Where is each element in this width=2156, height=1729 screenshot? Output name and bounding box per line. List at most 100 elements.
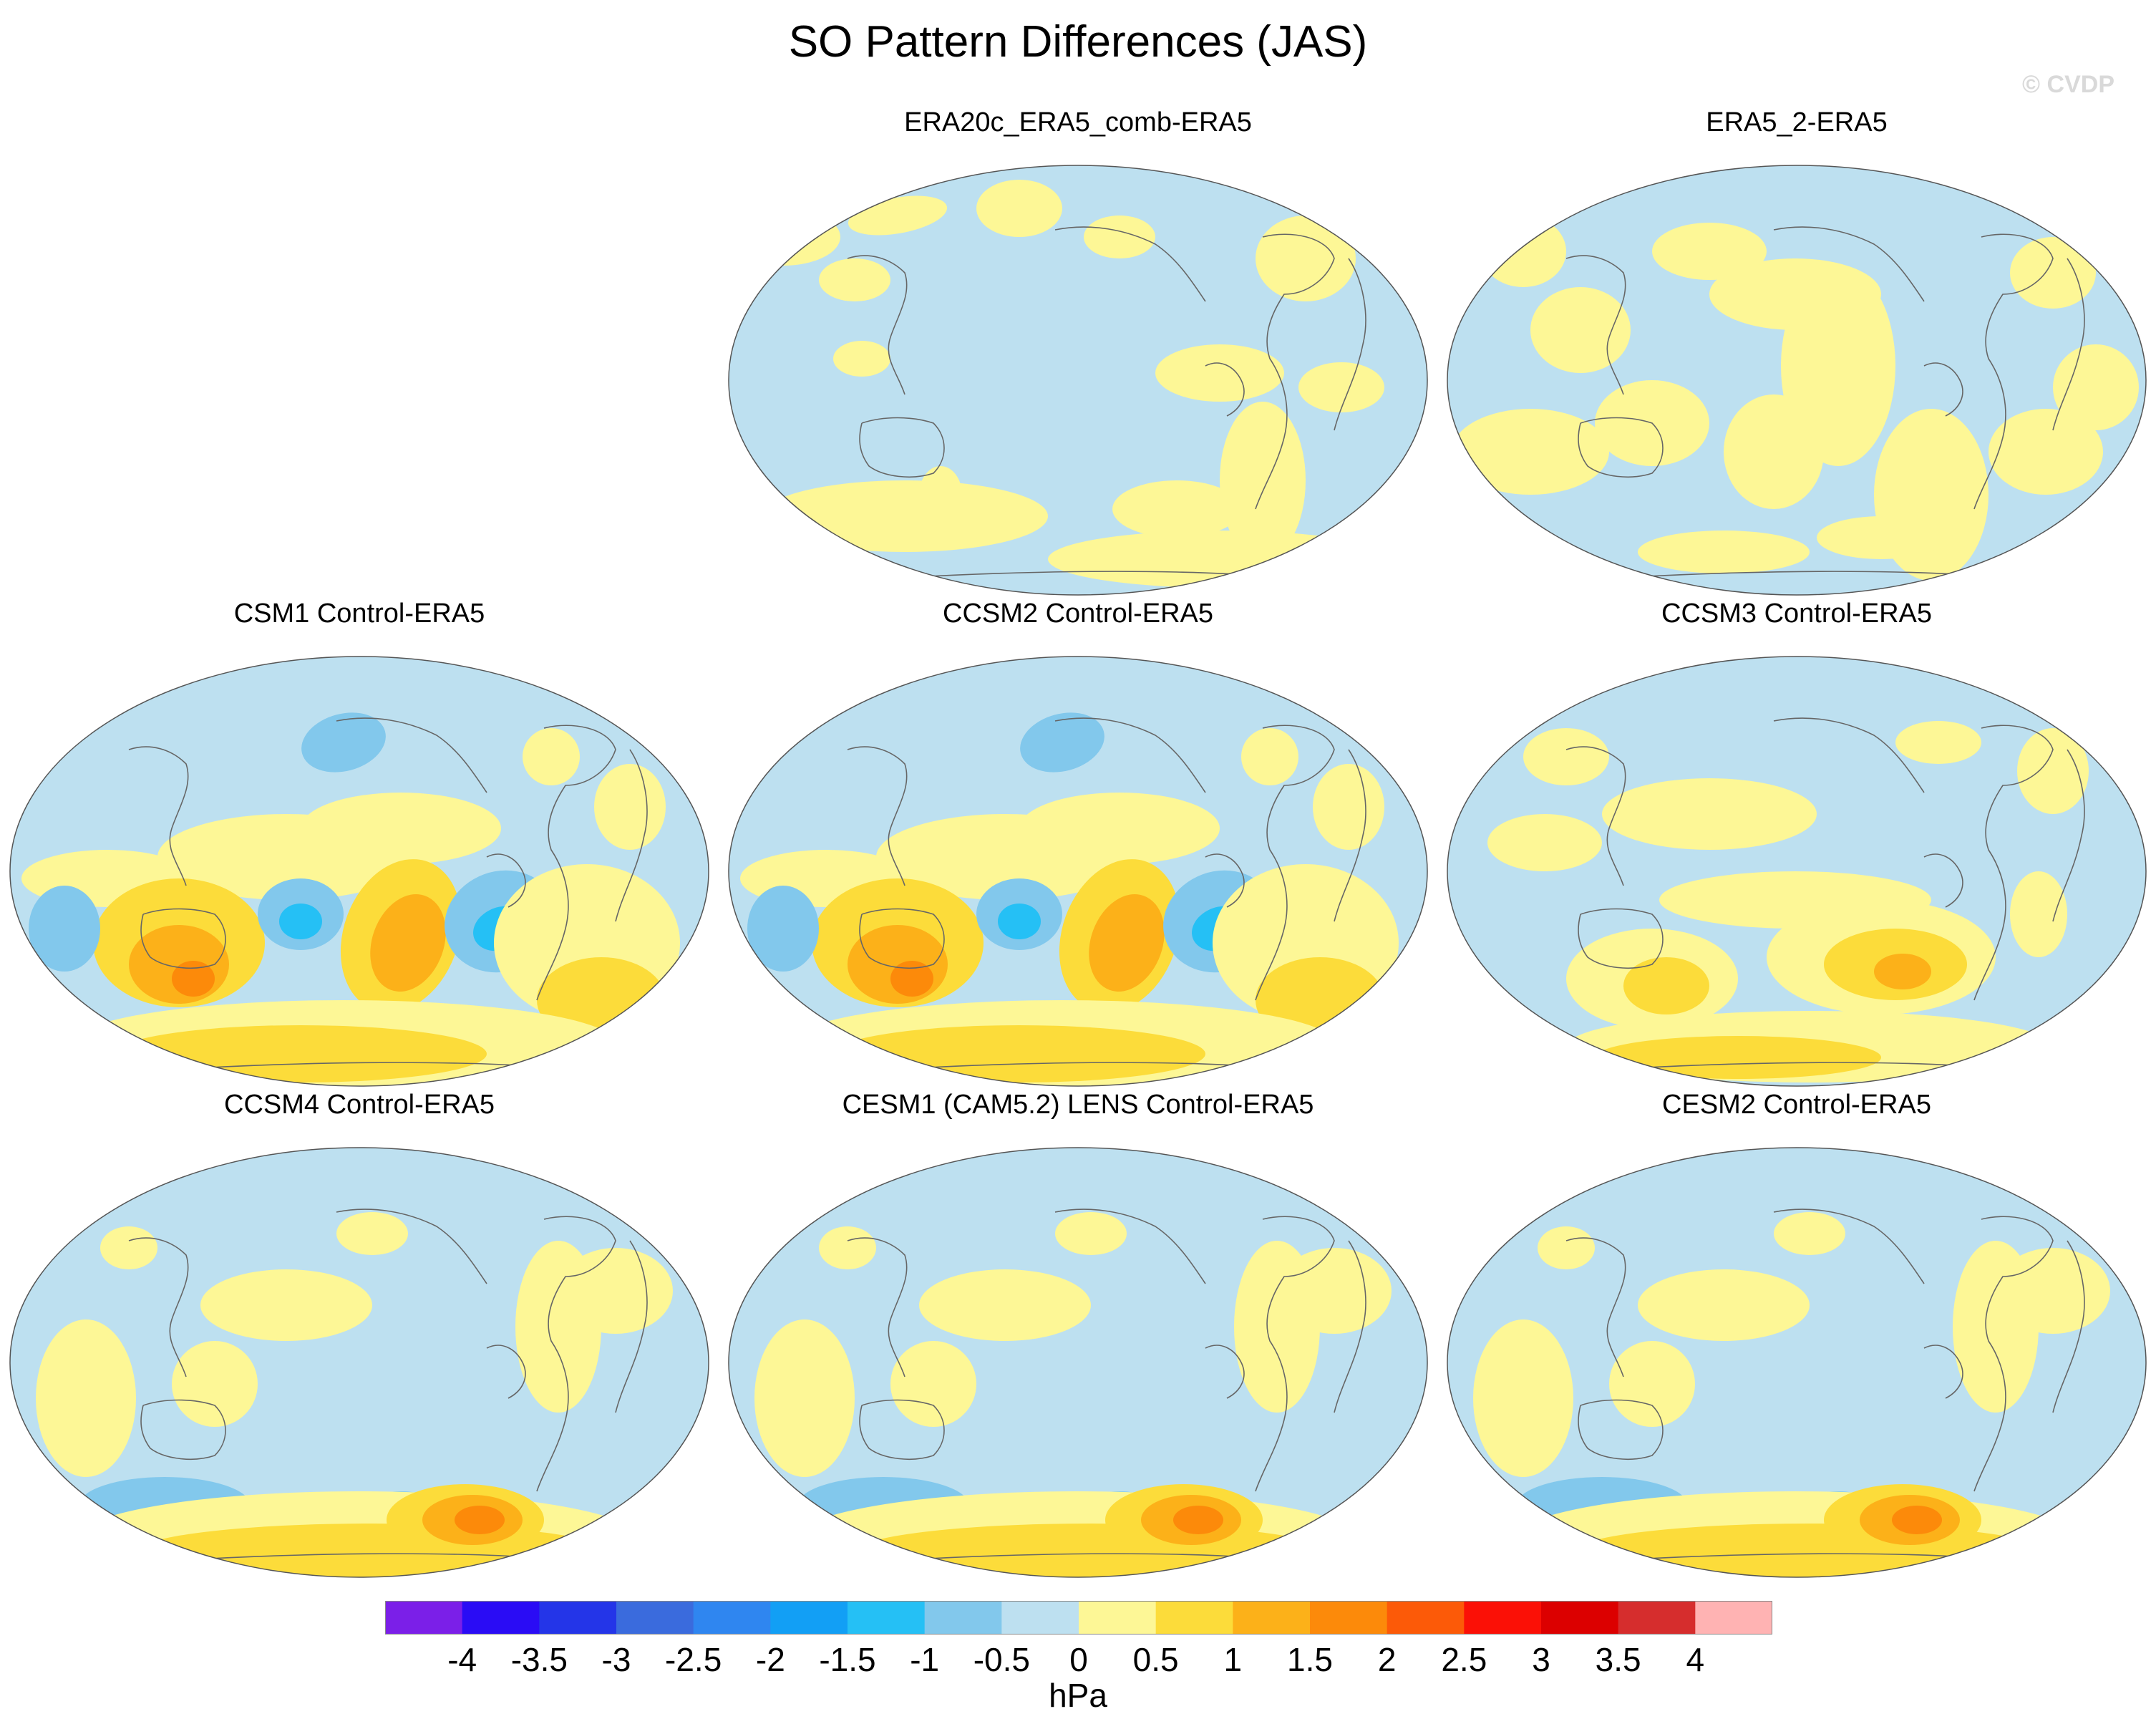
coastline — [615, 1240, 648, 1413]
panel-title: CSM1 Control-ERA5 — [233, 599, 485, 629]
colorbar-swatch — [1387, 1601, 1465, 1634]
panel-title: CCSM2 Control-ERA5 — [943, 599, 1213, 629]
map-border — [728, 1147, 1428, 1578]
coastline — [1054, 226, 1206, 302]
colorbar-unit: hPa — [1049, 1677, 1107, 1714]
colorbar-tick-label: 1.5 — [1287, 1641, 1333, 1678]
anomaly-contour — [279, 904, 322, 939]
coastline — [336, 717, 487, 793]
anomaly-contour — [1256, 215, 1356, 301]
colorbar-swatch — [1001, 1601, 1079, 1634]
colorbar-tick-label: -3 — [601, 1641, 631, 1678]
coastline — [536, 725, 616, 1001]
colorbar-tick-label: 3 — [1532, 1641, 1550, 1678]
map-border — [9, 1147, 709, 1578]
colorbar-tick-label: 3.5 — [1595, 1641, 1641, 1678]
coastline — [2052, 258, 2085, 431]
anomaly-contour — [115, 1025, 487, 1083]
anomaly-contour — [1652, 223, 1767, 280]
anomaly-contour — [1277, 1248, 1392, 1334]
colorbar-swatch — [1233, 1601, 1311, 1634]
anomaly-contour — [1817, 516, 1946, 559]
anomaly-contour — [1609, 1341, 1695, 1427]
world-map — [728, 656, 1428, 1087]
colorbar-swatch — [924, 1601, 1002, 1634]
coastline — [859, 1399, 945, 1460]
coastline — [140, 1399, 226, 1460]
world-map — [1447, 165, 2147, 596]
coastline — [1054, 717, 1206, 793]
anomaly-contour — [1220, 402, 1306, 559]
anomaly-contour — [762, 480, 1048, 552]
coastline — [615, 749, 648, 922]
anomaly-contour — [200, 1269, 372, 1341]
coastline — [1334, 258, 1366, 431]
colorbar-tick-label: 4 — [1686, 1641, 1705, 1678]
anomaly-contour — [1089, 894, 1165, 992]
map-border — [728, 656, 1428, 1087]
coastline — [1054, 1209, 1206, 1284]
anomaly-contour — [1019, 793, 1220, 864]
anomaly-contour — [1155, 344, 1284, 402]
anomaly-contour — [1020, 712, 1104, 773]
coastline — [1578, 908, 1664, 969]
anomaly-contour — [336, 1212, 408, 1255]
anomaly-contour — [1055, 1212, 1127, 1255]
anomaly-contour — [1774, 1212, 1845, 1255]
panel-title: CCSM4 Control-ERA5 — [224, 1090, 495, 1120]
anomaly-contour — [558, 1248, 673, 1334]
colorbar-swatch — [1695, 1601, 1772, 1634]
anomaly-contour — [1996, 1248, 2110, 1334]
anomaly-contour — [1112, 480, 1241, 538]
coastline — [486, 1345, 526, 1399]
coastline — [859, 417, 945, 478]
coastline — [1565, 1237, 1626, 1377]
anomaly-contour — [1530, 287, 1631, 373]
colorbar-tick-label: 2 — [1377, 1641, 1397, 1678]
colorbar-swatch — [1541, 1601, 1619, 1634]
anomaly-contour — [919, 466, 962, 523]
coastline — [336, 1209, 487, 1284]
anomaly-contour — [1724, 394, 1824, 509]
anomaly-contour — [1084, 215, 1155, 258]
colorbar-tick-label: -1 — [910, 1641, 940, 1678]
coastline — [1565, 746, 1626, 886]
coastline — [128, 746, 189, 886]
anomaly-contour — [1874, 954, 1931, 989]
colorbar-swatch — [693, 1601, 771, 1634]
coastline — [1255, 1216, 1335, 1492]
colorbar-swatch — [385, 1601, 463, 1634]
panel-title: ERA5_2-ERA5 — [1706, 107, 1888, 137]
colorbar-swatch — [848, 1601, 926, 1634]
panel-title: ERA20c_ERA5_comb-ERA5 — [904, 107, 1252, 137]
anomaly-contour — [1638, 531, 1810, 573]
colorbar-tick-label: 0.5 — [1132, 1641, 1179, 1678]
anomaly-contour — [819, 1226, 876, 1269]
coastline — [1973, 233, 2054, 510]
coastline — [1923, 1345, 1963, 1399]
world-map — [728, 165, 1428, 596]
map-border — [1447, 1147, 2147, 1578]
anomaly-contour — [1048, 531, 1392, 588]
map-panel: CCSM4 Control-ERA5 — [0, 1087, 719, 1588]
colorbar-swatch — [1310, 1601, 1388, 1634]
map-panel: CESM1 (CAM5.2) LENS Control-ERA5 — [719, 1087, 1437, 1588]
anomaly-contour — [36, 1319, 136, 1477]
anomaly-contour — [1538, 1226, 1595, 1269]
world-map — [9, 656, 709, 1087]
anomaly-contour — [594, 764, 666, 850]
map-border — [728, 165, 1428, 596]
anomaly-contour — [29, 886, 100, 972]
anomaly-contour — [2053, 344, 2139, 430]
world-map — [728, 1147, 1428, 1578]
anomaly-contour — [754, 1319, 855, 1477]
anomaly-contour — [1595, 1036, 1881, 1079]
map-panel: CSM1 Control-ERA5 — [0, 596, 719, 1097]
coastline — [1578, 1399, 1664, 1460]
anomaly-contour — [1623, 957, 1709, 1014]
colorbar-swatch — [1155, 1601, 1233, 1634]
colorbar-swatch — [770, 1601, 848, 1634]
coastline — [486, 853, 526, 908]
colorbar-swatch — [616, 1601, 694, 1634]
coastline — [847, 1237, 908, 1377]
